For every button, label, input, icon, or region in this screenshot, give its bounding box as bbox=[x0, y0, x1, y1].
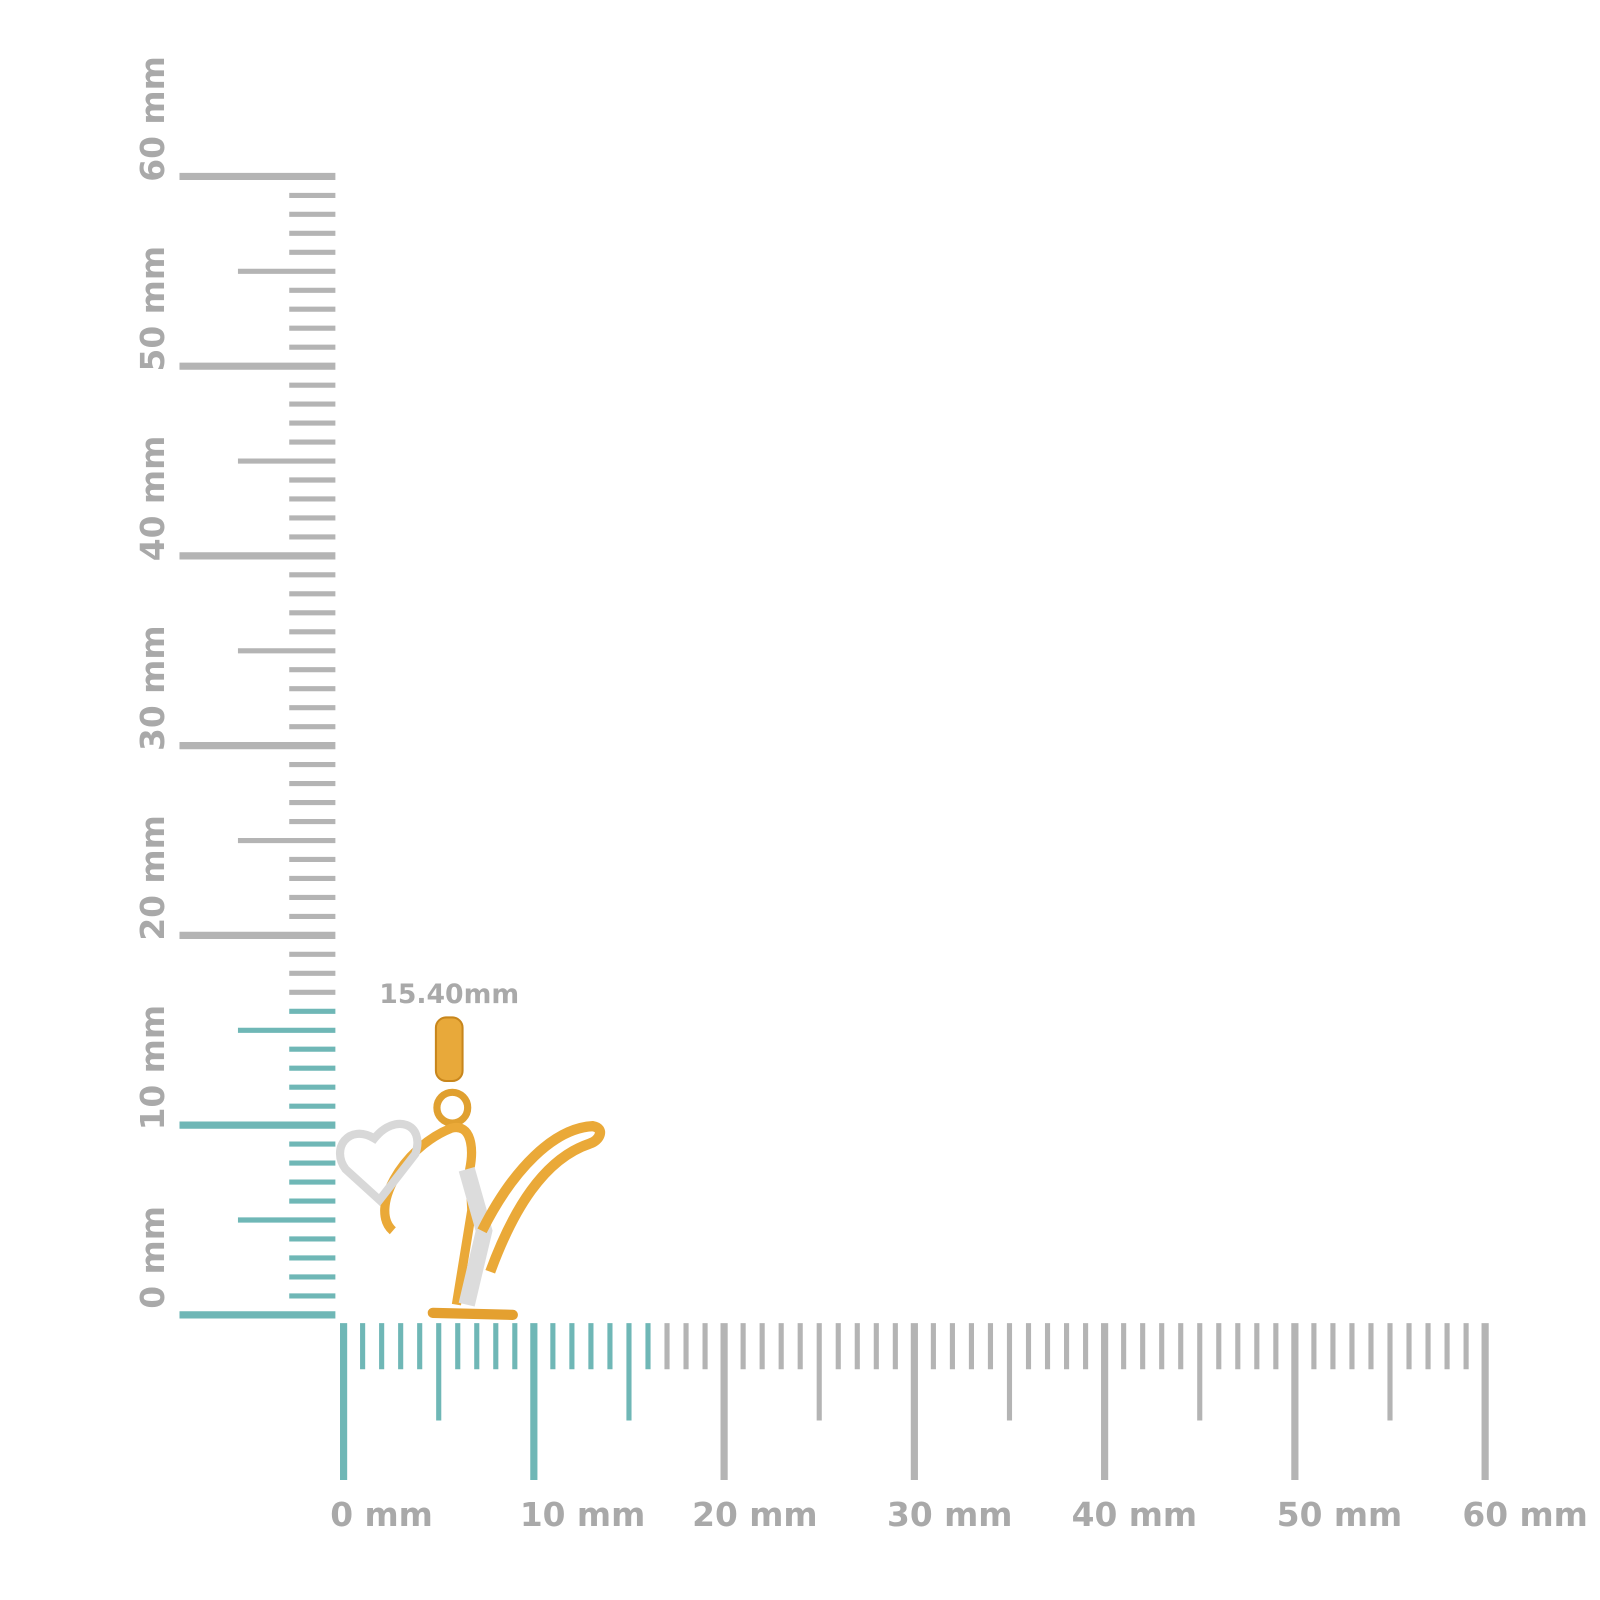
x-ruler-label: 10 mm bbox=[520, 1496, 645, 1534]
pendant bbox=[336, 1016, 606, 1320]
y-ruler-label: 60 mm bbox=[134, 56, 172, 181]
ruler-ticks bbox=[179, 172, 1489, 1480]
y-ruler-label: 40 mm bbox=[134, 436, 172, 561]
y-ruler-label: 20 mm bbox=[134, 815, 172, 940]
x-ruler-label: 50 mm bbox=[1277, 1496, 1402, 1534]
y-ruler-label: 0 mm bbox=[134, 1206, 172, 1309]
dimension-label: 15.40mm bbox=[379, 979, 519, 1010]
x-ruler-label: 60 mm bbox=[1462, 1496, 1587, 1534]
x-ruler-label: 0 mm bbox=[330, 1496, 433, 1534]
y-ruler-label: 10 mm bbox=[134, 1005, 172, 1130]
x-ruler-label: 20 mm bbox=[692, 1496, 817, 1534]
x-ruler-label: 40 mm bbox=[1072, 1496, 1197, 1534]
y-ruler-label: 30 mm bbox=[134, 625, 172, 750]
y-ruler-label: 50 mm bbox=[134, 246, 172, 371]
x-ruler-label: 30 mm bbox=[887, 1496, 1012, 1534]
